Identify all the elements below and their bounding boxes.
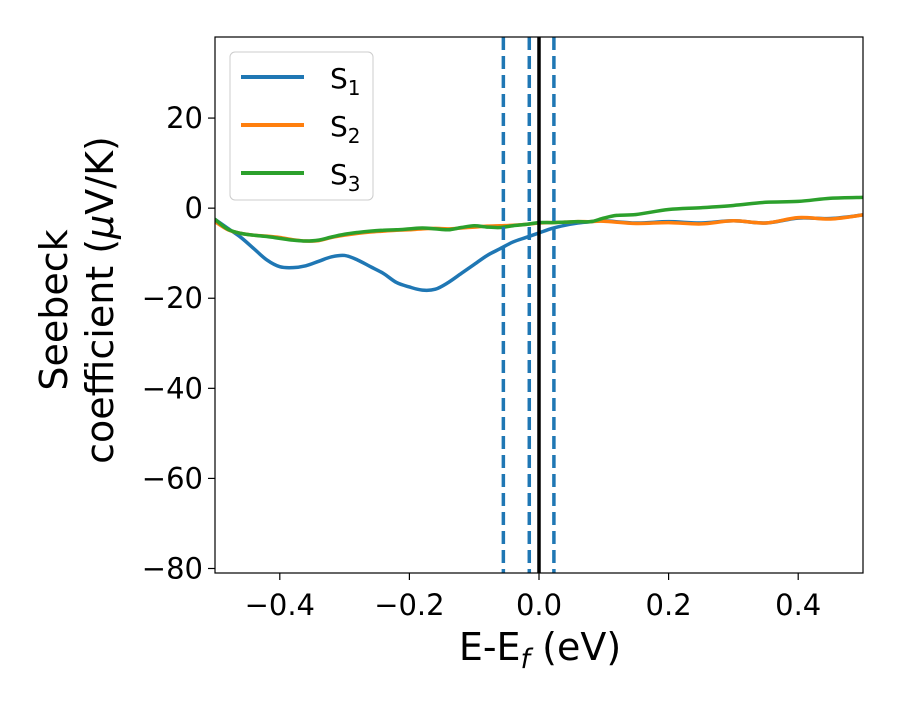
x-tick-label: −0.4 [245,588,315,622]
x-tick-label: 0.2 [646,588,692,622]
legend-label-s1: S1 [330,62,361,100]
y-tick-label: 20 [166,101,203,135]
y-axis-label-line1: Seebeck [32,229,76,390]
series-line-s3 [215,195,863,243]
y-tick-label: −60 [142,461,203,495]
y-tick-label: −20 [142,281,203,315]
legend-label-s3: S3 [330,158,361,196]
legend: S1 S2 S3 [229,51,374,201]
y-tick-label: 0 [185,191,203,225]
data-layer [215,195,863,293]
reference-lines [501,37,556,573]
legend-label-s2: S2 [330,110,361,148]
x-axis-label: E-Ef (eV) [459,625,621,675]
x-tick-label: 0.0 [516,588,562,622]
y-tick-label: −80 [142,551,203,585]
x-tick-label: 0.4 [775,588,821,622]
y-tick-label: −40 [142,371,203,405]
x-axis-ticks: −0.4 −0.2 0.0 0.2 0.4 [245,573,821,622]
y-axis-ticks: −80 −60 −40 −20 0 20 [142,101,215,585]
y-axis-label-mu: μ [78,215,122,240]
x-tick-label: −0.2 [374,588,444,622]
y-axis-label-line2: coefficient (μV/K) [78,136,122,464]
x-axis-label-unit: (eV) [530,625,621,669]
